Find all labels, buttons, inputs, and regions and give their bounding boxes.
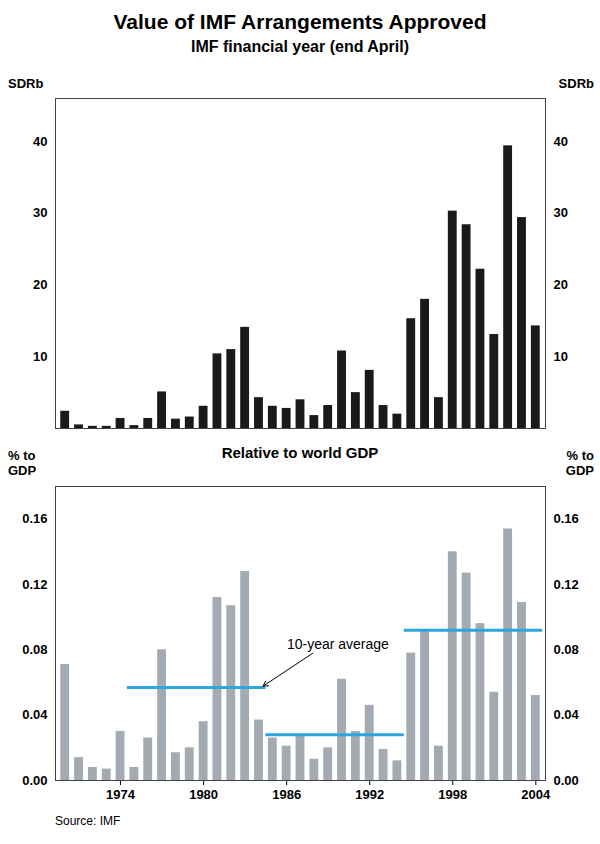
svg-text:0.12: 0.12 xyxy=(554,577,579,592)
html-text:IMF financial year (end April): IMF financial year (end April) xyxy=(190,38,409,55)
svg-text:0.00: 0.00 xyxy=(554,773,579,788)
svg-text:0.04: 0.04 xyxy=(22,707,48,722)
svg-text:0.00: 0.00 xyxy=(22,773,47,788)
html-text:Value of IMF Arrangements Appr: Value of IMF Arrangements Approved xyxy=(113,10,487,33)
html-text:Relative to world GDP: Relative to world GDP xyxy=(221,444,379,461)
html-text:Source: IMF: Source: IMF xyxy=(55,814,121,828)
html-text:% to GDP: % to GDP xyxy=(8,448,37,478)
svg-text:1974: 1974 xyxy=(106,787,136,802)
svg-text:0.08: 0.08 xyxy=(22,642,47,657)
svg-text:1998: 1998 xyxy=(438,787,467,802)
svg-text:20: 20 xyxy=(33,277,47,292)
svg-text:1980: 1980 xyxy=(189,787,218,802)
svg-text:2004: 2004 xyxy=(521,787,551,802)
svg-text:0.16: 0.16 xyxy=(554,511,579,526)
svg-text:30: 30 xyxy=(554,205,568,220)
svg-text:10-year average: 10-year average xyxy=(287,636,389,652)
svg-text:20: 20 xyxy=(554,277,568,292)
svg-text:10: 10 xyxy=(554,349,568,364)
svg-text:0.08: 0.08 xyxy=(554,642,579,657)
svg-text:0.16: 0.16 xyxy=(22,511,47,526)
svg-text:0.04: 0.04 xyxy=(554,707,580,722)
html-text:% to GDP: % to GDP xyxy=(565,448,594,478)
svg-text:10: 10 xyxy=(33,349,47,364)
svg-text:0.12: 0.12 xyxy=(22,577,47,592)
svg-text:40: 40 xyxy=(554,134,568,149)
svg-text:1992: 1992 xyxy=(355,787,384,802)
svg-text:40: 40 xyxy=(33,134,47,149)
svg-text:30: 30 xyxy=(33,205,47,220)
html-text:SDRb: SDRb xyxy=(558,76,594,91)
html-text:SDRb: SDRb xyxy=(8,76,44,91)
svg-text:1986: 1986 xyxy=(272,787,301,802)
